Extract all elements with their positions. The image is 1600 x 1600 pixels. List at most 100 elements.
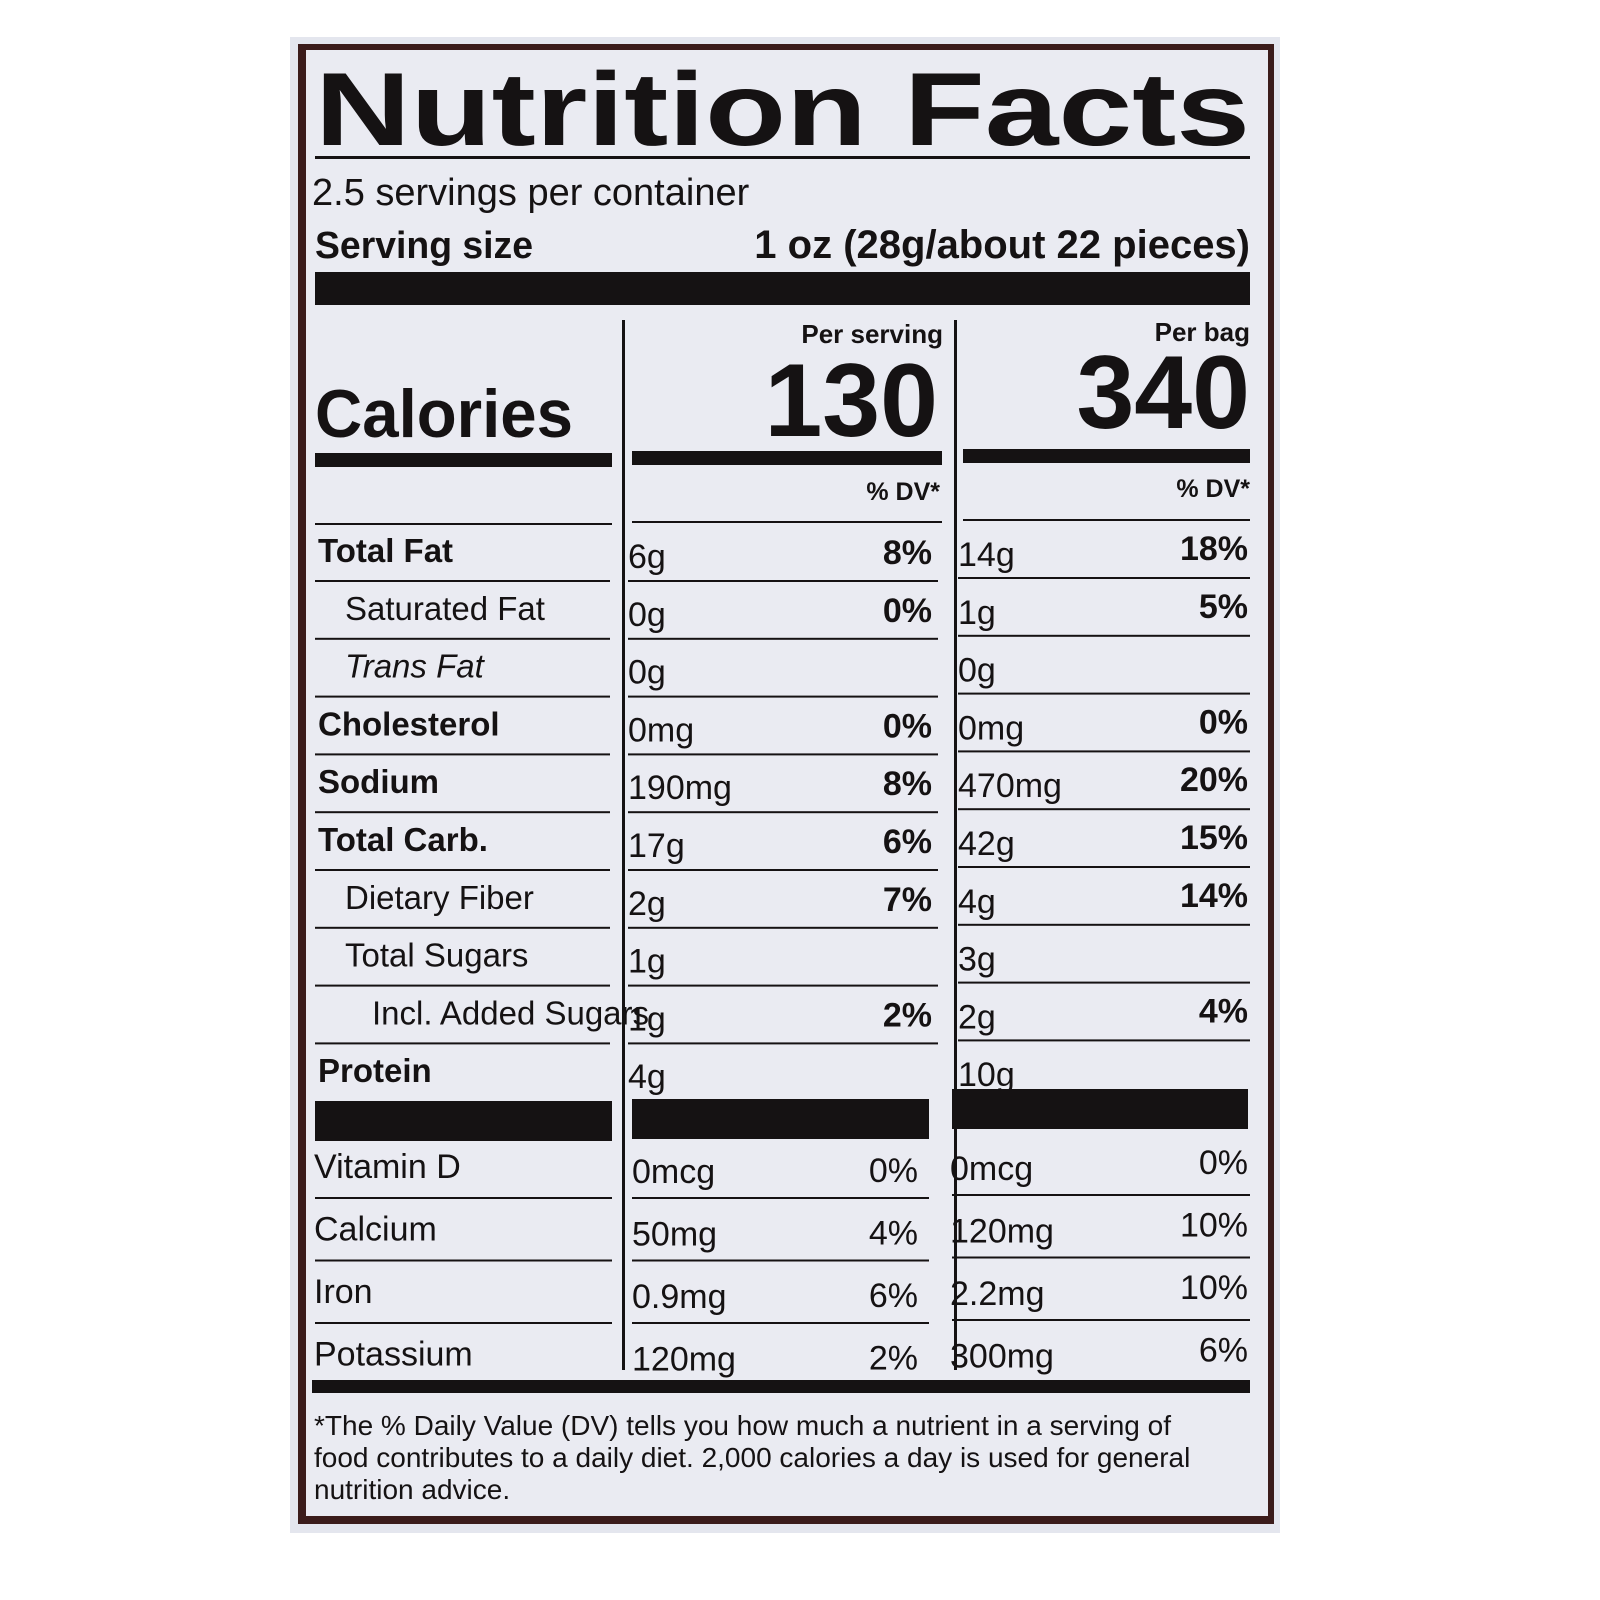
rule (632, 1322, 929, 1324)
nutrient-name: Cholesterol (318, 705, 500, 742)
rule (315, 926, 610, 929)
daily-value: 2% (869, 1340, 918, 1378)
rule (628, 926, 938, 929)
thick-bar (315, 272, 1250, 305)
nutrient-name: Sodium (318, 763, 439, 800)
rule (315, 1197, 612, 1199)
daily-value: 0% (883, 707, 932, 745)
daily-value: 15% (1180, 819, 1248, 857)
daily-value: 0% (883, 592, 932, 630)
daily-value: 8% (883, 765, 932, 803)
daily-value: 4% (869, 1215, 918, 1253)
rule (952, 1256, 1250, 1259)
nutrient-name: Total Carb. (318, 821, 488, 858)
nutrient-name: Dietary Fiber (345, 879, 534, 916)
rule (632, 521, 942, 523)
amount: 0mg (628, 711, 694, 749)
rule (963, 519, 1250, 521)
rule (315, 984, 610, 987)
servings: 2.5 servings per container (312, 172, 750, 214)
amount: 0mcg (632, 1153, 715, 1191)
amount: 3g (958, 941, 996, 979)
daily-value: 0% (1199, 703, 1248, 741)
amount: 42g (958, 825, 1015, 863)
amount: 0mg (958, 709, 1024, 747)
column-header: Per bag (1155, 317, 1250, 347)
column-divider (622, 320, 625, 1370)
dv-header: % DV* (1176, 475, 1250, 503)
nutrient-name: Trans Fat (345, 648, 486, 685)
daily-value: 4% (1199, 992, 1248, 1030)
rule (958, 981, 1250, 984)
amount: 10g (958, 1056, 1015, 1094)
amount: 4g (628, 1058, 666, 1096)
daily-value: 6% (883, 823, 932, 861)
footnote: nutrition advice. (314, 1474, 510, 1505)
rule (958, 808, 1250, 811)
nutrient-name: Total Fat (318, 532, 453, 569)
amount: 1g (628, 943, 666, 981)
rule (315, 1322, 612, 1324)
rule (315, 1259, 612, 1262)
footnote: food contributes to a daily diet. 2,000 … (314, 1442, 1190, 1473)
vitamin-name: Calcium (314, 1211, 437, 1249)
daily-value: 20% (1180, 761, 1248, 799)
rule (315, 580, 610, 582)
rule (315, 156, 1250, 159)
amount: 1g (628, 1000, 666, 1038)
daily-value: 6% (1199, 1332, 1248, 1370)
rule (628, 637, 938, 640)
amount: 0g (958, 652, 996, 690)
rule (315, 811, 610, 814)
daily-value: 7% (883, 881, 932, 919)
vitamin-name: Vitamin D (314, 1148, 461, 1186)
nutrient-name: Incl. Added Sugars (372, 994, 649, 1031)
rule (958, 866, 1250, 868)
rule (628, 580, 938, 582)
daily-value: 8% (883, 534, 932, 572)
column-divider (954, 320, 957, 1370)
rule (312, 1380, 1250, 1393)
rule (958, 577, 1250, 579)
nutrient-name: Protein (318, 1052, 432, 1089)
daily-value: 10% (1180, 1269, 1248, 1307)
amount: 2g (958, 998, 996, 1036)
rule (628, 695, 938, 698)
footnote: *The % Daily Value (DV) tells you how mu… (314, 1410, 1171, 1441)
rule (952, 1319, 1250, 1321)
rule (628, 1042, 938, 1045)
amount: 470mg (958, 767, 1062, 805)
amount: 4g (958, 883, 996, 921)
rule (958, 692, 1250, 695)
rule (315, 1101, 612, 1141)
amount: 14g (958, 536, 1015, 574)
daily-value: 2% (883, 996, 932, 1034)
rule (315, 1042, 610, 1045)
amount: 2.2mg (950, 1275, 1045, 1313)
rule (315, 523, 612, 525)
daily-value: 0% (1199, 1144, 1248, 1182)
nutrient-name: Total Sugars (345, 937, 528, 974)
rule (628, 811, 938, 814)
calories-label: Calories (315, 376, 573, 452)
column-header: Per serving (801, 319, 943, 349)
rule (632, 1259, 929, 1262)
amount: 0mcg (950, 1150, 1033, 1188)
vitamin-name: Iron (314, 1273, 373, 1311)
amount: 190mg (628, 769, 732, 807)
rule (628, 984, 938, 987)
thick-bar (632, 451, 942, 465)
daily-value: 14% (1180, 877, 1248, 915)
amount: 0g (628, 654, 666, 692)
thick-bar (315, 453, 612, 467)
rule (632, 1197, 929, 1199)
nutrient-name: Saturated Fat (345, 590, 545, 627)
title: Nutrition Facts (315, 52, 1250, 168)
rule (952, 1089, 1248, 1129)
vitamin-name: Potassium (314, 1336, 473, 1374)
thick-bar (963, 449, 1250, 463)
amount: 17g (628, 827, 685, 865)
rule (632, 1099, 929, 1139)
rule (315, 637, 610, 640)
